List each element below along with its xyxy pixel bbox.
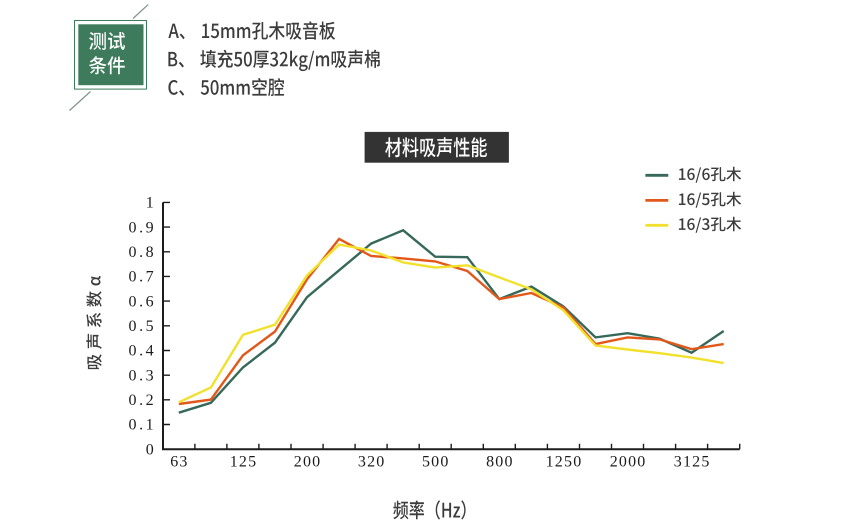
svg-text:125: 125 bbox=[230, 453, 258, 470]
svg-text:63: 63 bbox=[170, 453, 188, 470]
svg-text:0.2: 0.2 bbox=[128, 392, 156, 409]
svg-text:0.1: 0.1 bbox=[128, 417, 156, 434]
svg-text:0.6: 0.6 bbox=[128, 293, 156, 310]
svg-text:0.9: 0.9 bbox=[128, 219, 156, 236]
svg-text:0.4: 0.4 bbox=[128, 343, 156, 360]
svg-text:500: 500 bbox=[422, 453, 450, 470]
svg-text:200: 200 bbox=[294, 453, 322, 470]
svg-text:2000: 2000 bbox=[610, 453, 647, 470]
svg-text:320: 320 bbox=[358, 453, 386, 470]
svg-text:0.5: 0.5 bbox=[128, 318, 156, 335]
svg-text:1250: 1250 bbox=[546, 453, 583, 470]
svg-text:0.7: 0.7 bbox=[128, 269, 156, 286]
svg-text:0.8: 0.8 bbox=[128, 244, 156, 261]
svg-text:3125: 3125 bbox=[674, 453, 711, 470]
svg-text:1: 1 bbox=[146, 195, 157, 212]
svg-text:800: 800 bbox=[486, 453, 514, 470]
svg-text:0.3: 0.3 bbox=[128, 367, 156, 384]
svg-text:0: 0 bbox=[146, 441, 157, 458]
